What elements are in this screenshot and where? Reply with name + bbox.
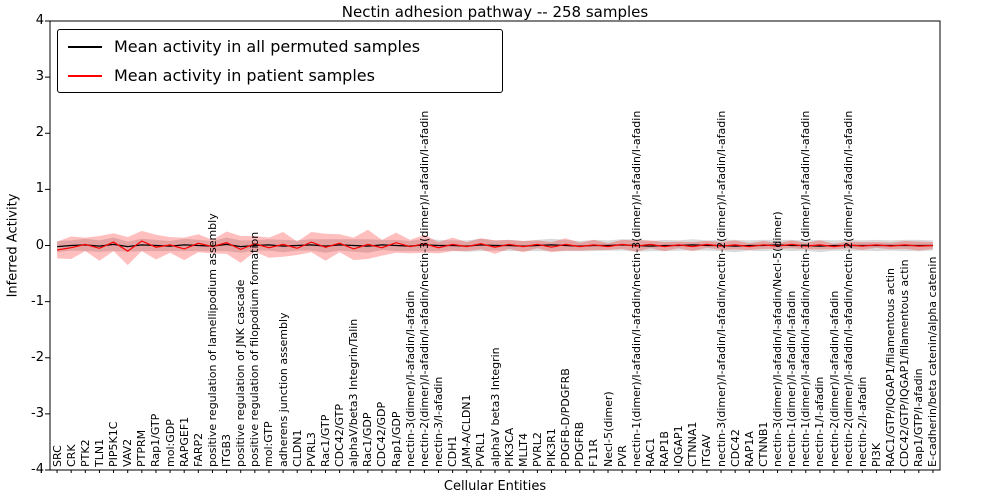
x-tick-label: Rac1/GTP <box>318 414 332 467</box>
x-tick-label: CTNNB1 <box>756 421 770 467</box>
x-tick-label: JAM-A/CLDN1 <box>460 394 474 467</box>
x-tick-label: E-cadherin/beta catenin/alpha catenin <box>926 256 940 467</box>
x-tick-label: FARP2 <box>191 432 205 467</box>
x-tick-label: adherens junction assembly <box>276 312 290 467</box>
x-tick-label: CTNNA1 <box>686 421 700 467</box>
x-tick-label: RAC1/GTP/IQGAP1/filamentous actin <box>884 268 898 467</box>
x-tick-label: PVR <box>615 445 629 467</box>
x-tick-label: nectin-2(dimer)/I-afadin/I-afadin <box>827 290 841 467</box>
x-tick-label: RAP1B <box>658 431 672 467</box>
x-tick-label: ITGB3 <box>220 433 234 467</box>
y-tick-label: -4 <box>31 462 44 477</box>
legend: Mean activity in all permuted samples Me… <box>57 29 503 93</box>
x-tick-label: nectin-3(dimer)/I-afadin/I-afadin/nectin… <box>714 110 728 467</box>
x-tick-label: CDH1 <box>446 435 460 467</box>
x-tick-label: nectin-2/I-afadin <box>855 376 869 467</box>
x-tick-label: positive regulation of lamellipodium ass… <box>205 213 219 467</box>
x-tick-label: VAV2 <box>121 438 135 467</box>
x-tick-label: Rap1/GTP/I-afadin <box>912 368 926 467</box>
x-tick-label: PVRL1 <box>474 432 488 467</box>
x-tick-label: TLN1 <box>92 438 106 467</box>
x-tick-label: nectin-3(dimer)/I-afadin/I-afadin/Necl-5… <box>771 211 785 467</box>
x-tick-label: PTPRM <box>135 429 149 467</box>
y-tick-label: -3 <box>31 405 44 421</box>
mean-line-ff0000 <box>57 240 933 252</box>
x-axis-label: Cellular Entities <box>443 479 547 494</box>
x-tick-label: Rap1/GTP <box>149 413 163 467</box>
red-line-swatch-icon <box>68 74 102 77</box>
x-tick-label: nectin-1(dimer)/I-afadin/I-afadin/nectin… <box>629 110 643 467</box>
y-tick-label: -1 <box>31 293 44 309</box>
y-tick-label: 0 <box>35 237 44 253</box>
x-tick-label: PVRL2 <box>530 432 544 467</box>
x-tick-label: RAP1A <box>742 431 756 467</box>
x-tick-label: nectin-3/I-afadin <box>431 376 445 467</box>
x-tick-label: nectin-2(dimer)/I-afadin/I-afadin/nectin… <box>841 110 855 467</box>
x-tick-label: ITGAV <box>700 434 714 467</box>
x-tick-label: CDC42/GTP/IQGAP1/filamentous actin <box>898 259 912 467</box>
legend-item-permuted: Mean activity in all permuted samples <box>68 37 502 56</box>
x-tick-label: PIK3R1 <box>545 428 558 467</box>
x-tick-label: CDC42/GTP <box>333 403 347 467</box>
x-tick-label: PVRL3 <box>304 432 318 467</box>
x-tick-label: RAC1 <box>643 437 657 467</box>
x-tick-label: F11R <box>587 439 601 467</box>
x-tick-label: Rap1/GDP <box>389 411 403 467</box>
y-tick-label: -2 <box>31 349 44 365</box>
x-tick-label: alphaV beta3 Integrin <box>488 347 502 467</box>
x-tick-label: CDC42 <box>728 429 742 467</box>
black-line-swatch-icon <box>68 45 102 48</box>
x-tick-label: Necl-5(dimer) <box>601 391 615 467</box>
x-tick-label: PI3K <box>869 442 883 467</box>
legend-item-patient: Mean activity in patient samples <box>68 66 502 85</box>
x-tick-label: positive regulation of JNK cascade <box>234 279 248 467</box>
x-tick-label: MLLT4 <box>516 433 530 467</box>
y-tick-label: 1 <box>35 181 44 197</box>
x-tick-label: PDGFRB <box>573 421 587 467</box>
x-tick-label: mol:GDP <box>163 419 177 467</box>
x-tick-label: alphaV/beta3 Integrin/Talin <box>347 318 361 467</box>
x-tick-label: IQGAP1 <box>672 425 686 467</box>
x-tick-label: nectin-2(dimer)/I-afadin/I-afadin/nectin… <box>417 110 431 467</box>
x-tick-label: nectin-1(dimer)/I-afadin/I-afadin <box>785 290 799 467</box>
x-tick-label: SRC <box>50 445 64 467</box>
x-tick-label: RAPGEF1 <box>177 416 191 467</box>
x-tick-label: PIK3CA <box>502 427 516 467</box>
legend-label-permuted: Mean activity in all permuted samples <box>114 37 421 56</box>
x-tick-label: Rac1/GDP <box>361 412 375 467</box>
x-tick-label: PIP5K1C <box>107 421 121 467</box>
chart-title: Nectin adhesion pathway -- 258 samples <box>341 3 649 21</box>
x-tick-label: nectin-1(dimer)/I-afadin/I-afadin/nectin… <box>799 110 813 467</box>
x-tick-label: CRK <box>64 444 78 467</box>
y-tick-label: 2 <box>35 125 44 141</box>
x-tick-label: positive regulation of filopodium format… <box>248 231 262 467</box>
x-tick-label: CLDN1 <box>290 429 304 467</box>
x-tick-label: nectin-1/I-afadin <box>813 376 827 467</box>
x-tick-label: CDC42/GDP <box>375 401 389 467</box>
x-tick-label: mol:GTP <box>262 421 276 467</box>
x-tick-label: PTK2 <box>78 439 92 467</box>
x-tick-label: nectin-3(dimer)/I-afadin/I-afadin <box>403 290 417 467</box>
x-tick-label: PDGFB-D/PDGFRB <box>559 368 573 467</box>
legend-label-patient: Mean activity in patient samples <box>114 66 375 85</box>
y-tick-label: 3 <box>35 69 44 85</box>
y-tick-label: 4 <box>35 13 44 28</box>
